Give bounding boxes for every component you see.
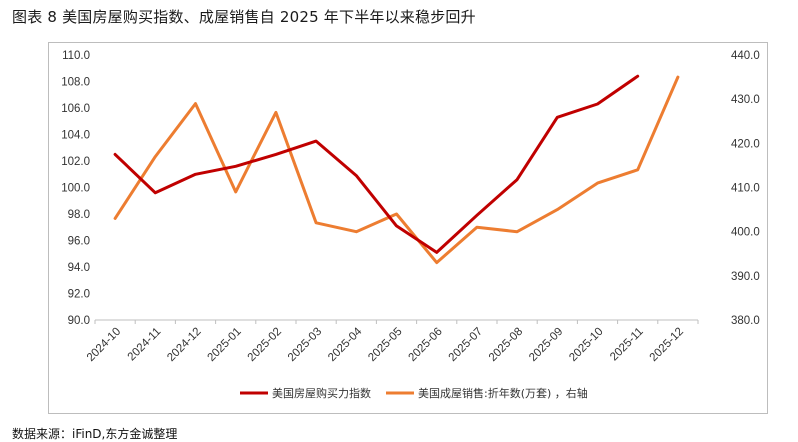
y-right-tick-label: 440.0 [731, 50, 760, 62]
y-left-tick-label: 110.0 [62, 50, 90, 62]
y-left-tick-label: 98.0 [68, 209, 90, 221]
axes: 90.0 92.0 94.0 96.0 98.0 100.0 102.0 104.0 106.0… [61, 50, 760, 327]
y-left-tick-label: 92.0 [68, 289, 90, 301]
x-tick-label: 2024-12 [165, 326, 203, 364]
y-right-tick-label: 420.0 [731, 138, 760, 150]
x-tick-label: 2025-02 [246, 326, 284, 364]
x-tick-labels: 2024-10 2024-11 2024-12 2025-01 2025-02 2025-… [85, 325, 686, 364]
y-left-tick-label: 94.0 [68, 262, 90, 274]
x-tick-label: 2025-07 [447, 326, 485, 364]
y-right-tick-label: 430.0 [731, 94, 760, 106]
y-left-tick-label: 108.0 [61, 77, 90, 89]
x-tick-label: 2024-10 [85, 326, 123, 364]
y-right-tick-label: 400.0 [731, 227, 760, 239]
legend: 美国房屋购买力指数 美国成屋销售:折年数(万套) ，右轴 [240, 386, 588, 400]
y-right-tick-label: 410.0 [731, 183, 760, 195]
x-tick-label: 2025-01 [205, 326, 243, 364]
x-tick-label: 2024-11 [126, 326, 164, 364]
x-tick-label: 2025-11 [608, 326, 646, 364]
series-line-existing-home-sales [113, 75, 680, 265]
y-right-tick-label: 390.0 [731, 271, 760, 283]
x-tick-label: 2025-06 [406, 326, 444, 364]
y-left-tick-label: 96.0 [68, 236, 90, 248]
chart-frame [48, 42, 768, 414]
y-right-tick-label: 380.0 [731, 315, 760, 327]
y-left-tick-label: 104.0 [61, 130, 90, 142]
x-tick-label: 2025-05 [366, 326, 404, 364]
source-note: 数据来源：iFinD,东方金诚整理 [12, 427, 178, 441]
series-lines [113, 74, 680, 265]
series-line-home-affordability-index [113, 74, 640, 254]
y-left-tick-label: 106.0 [61, 103, 90, 115]
x-tick-label: 2025-10 [567, 326, 605, 364]
x-tick-label: 2025-04 [326, 325, 365, 364]
x-tick-label: 2025-09 [527, 326, 565, 364]
legend-item-affordability-label: 美国房屋购买力指数 [272, 386, 371, 400]
y-left-tick-label: 90.0 [68, 315, 90, 327]
x-tick-label: 2025-08 [487, 326, 525, 364]
legend-item-home-sales-label: 美国成屋销售:折年数(万套) ，右轴 [418, 386, 588, 400]
chart-title: 图表 8 美国房屋购买指数、成屋销售自 2025 年下半年以来稳步回升 [12, 8, 476, 26]
x-tick-label: 2025-12 [648, 326, 686, 364]
y-left-tick-label: 102.0 [61, 156, 90, 168]
y-left-tick-label: 100.0 [61, 183, 90, 195]
x-tick-label: 2025-03 [286, 326, 324, 364]
